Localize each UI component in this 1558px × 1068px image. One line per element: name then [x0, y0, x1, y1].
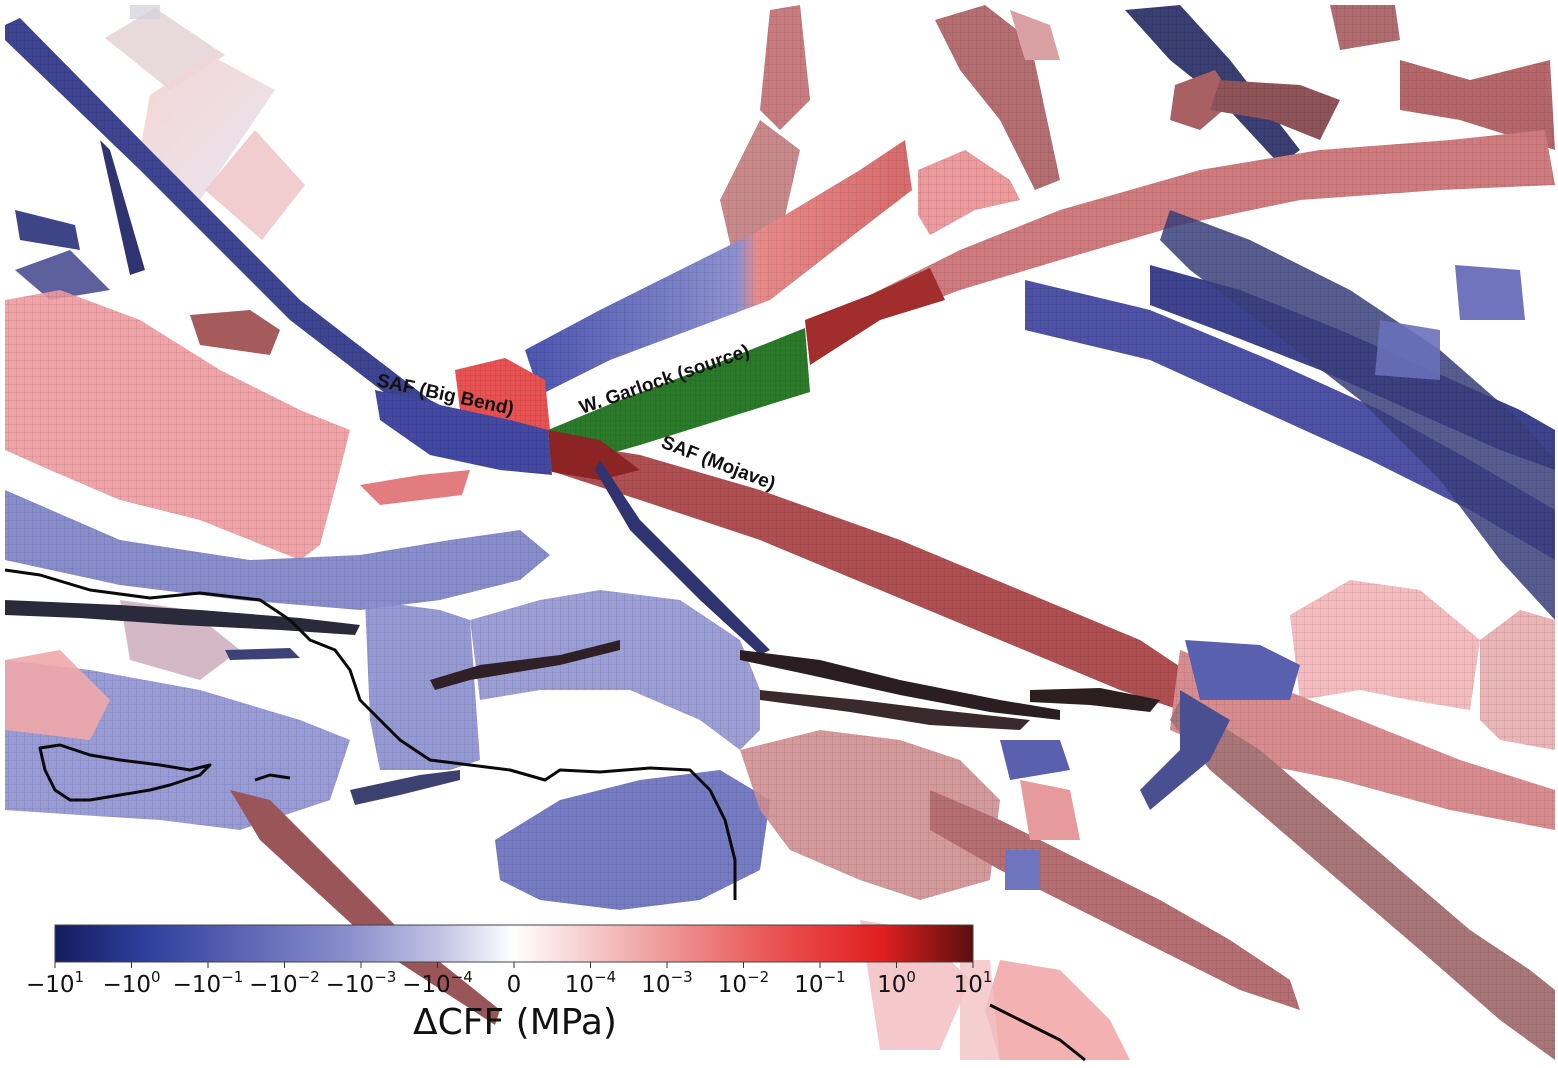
trace-line — [4, 568, 737, 900]
fault-sliver-dark — [350, 770, 460, 805]
fault-panel — [1000, 740, 1070, 780]
colorbar-tick-label: 0 — [507, 972, 522, 998]
fault-sliver-dark — [1140, 690, 1230, 810]
colorbar-tick-label: 101 — [954, 968, 993, 998]
colorbar-gradient — [54, 924, 974, 963]
fault-sliver-dark — [740, 650, 1060, 720]
fault-sliver — [100, 140, 145, 275]
colorbar-tick-label: −10−4 — [402, 968, 473, 998]
colorbar-tick-label: 10−3 — [641, 968, 692, 998]
fault-sliver — [15, 210, 80, 250]
fault-patch-darkred — [548, 430, 640, 480]
fault-sliver-dark — [5, 600, 360, 635]
colorbar-tick-label: −100 — [102, 968, 160, 998]
colorbar-tick-label: 100 — [877, 968, 916, 998]
colorbar-tick-label: −10−3 — [326, 968, 397, 998]
fault-sliver — [15, 250, 110, 300]
fault-panel — [140, 55, 275, 200]
colorbar-tick-label: −10−2 — [249, 968, 320, 998]
colorbar-tick-label: −10−1 — [173, 968, 244, 998]
fault-panel — [1020, 780, 1080, 840]
fault-panel — [1375, 320, 1440, 380]
fault-patch-pink — [5, 650, 110, 740]
fault-sliver-dark — [430, 640, 620, 690]
trace-line — [254, 773, 291, 782]
fault-patch-darkred — [190, 310, 280, 355]
fault-patches-central — [5, 130, 1555, 1060]
fault-wall — [1010, 10, 1060, 60]
colorbar-tick-label: 10−2 — [718, 968, 769, 998]
fault-panel — [1005, 850, 1040, 890]
trace-line — [989, 1003, 1086, 1062]
colorbar-tick-label: −101 — [26, 968, 84, 998]
fault-sliver — [225, 648, 300, 660]
colorbar-tick-label: 10−4 — [565, 968, 616, 998]
fault-patch-blue — [1185, 640, 1300, 700]
fault-sliver — [230, 790, 500, 1025]
fault-panel — [205, 130, 305, 240]
fault-patch-darkred — [805, 268, 945, 365]
fault-patch-pink — [960, 960, 1000, 1060]
fault-sliver-dark — [1030, 688, 1160, 712]
colorbar-title: ΔCFF (MPa) — [413, 1002, 617, 1043]
fault-panel — [1455, 265, 1525, 320]
trace-line — [38, 743, 212, 802]
fault-patch-pink — [985, 960, 1130, 1060]
colorbar-tick-label: 10−1 — [794, 968, 845, 998]
fault-patch-red — [360, 470, 470, 505]
colorbar: −101 −100 −10−1 −10−2 −10−3 −10−4 0 10−4 10−3 10−… — [26, 924, 992, 1043]
coastline-traces — [4, 568, 1086, 1062]
fault-sliver-dark — [595, 460, 770, 655]
colorbar-ticks: −101 −100 −10−1 −10−2 −10−3 −10−4 0 10−4 10−3 10−… — [26, 962, 992, 998]
fault-sliver-dark — [760, 690, 1030, 730]
